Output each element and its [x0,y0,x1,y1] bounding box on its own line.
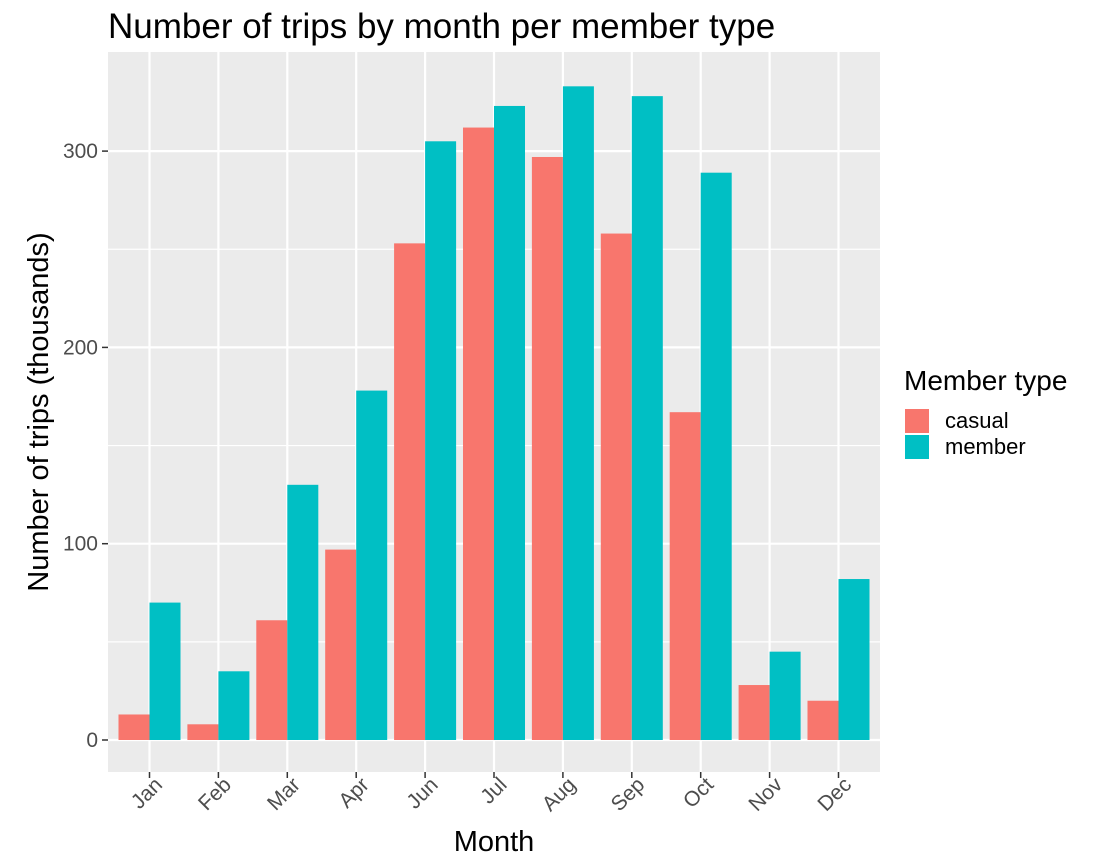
legend-label-member: member [945,434,1026,459]
y-tick-label: 100 [63,533,98,556]
bar-member-jan [149,602,181,740]
bar-member-jun [425,141,457,740]
bar-casual-oct [669,412,701,740]
x-axis-title: Month [454,826,535,858]
x-tick-label: Dec [813,773,856,816]
bar-member-oct [700,172,732,740]
x-tick-label: Feb [194,773,236,815]
bar-casual-jun [394,243,426,740]
bar-member-nov [769,651,801,740]
y-axis-title: Number of trips (thousands) [23,232,55,591]
bar-casual-feb [187,724,219,740]
x-tick-label: Nov [744,773,787,816]
bar-casual-sep [600,233,632,740]
x-tick-label: Aug [538,773,581,816]
x-tick-label: Mar [263,773,305,815]
x-tick-label: Jul [476,773,511,808]
bar-casual-jan [118,714,150,740]
y-tick-label: 300 [63,140,98,163]
bar-member-apr [356,390,388,740]
bars [118,86,870,741]
bar-member-feb [218,671,250,740]
bar-member-jul [494,105,526,741]
bar-casual-apr [325,549,357,740]
x-tick-label: Sep [607,773,650,816]
x-tick-label: Apr [334,773,373,812]
x-tick-label: Jan [127,773,167,813]
bar-casual-nov [738,685,770,740]
bar-member-dec [838,579,870,740]
x-tick-label: Oct [679,773,718,812]
legend-key-casual [905,409,929,433]
legend-label-casual: casual [945,408,1009,433]
y-tick-label: 0 [86,729,98,752]
chart-title: Number of trips by month per member type [108,7,775,46]
bar-member-sep [631,96,663,741]
x-tick-label: Jun [402,773,442,813]
bar-casual-jul [462,127,494,740]
legend-title: Member type [904,365,1067,396]
y-tick-label: 200 [63,336,98,359]
y-axis: 0 100 200 300 [63,140,108,752]
bar-casual-dec [807,700,839,740]
bar-casual-mar [256,620,288,740]
bar-member-mar [287,484,319,740]
bar-casual-aug [531,156,563,740]
legend-key-member [905,435,929,459]
x-axis: Jan Feb Mar Apr Jun Jul Aug Sep Oct Nov Dec [127,772,856,816]
bar-member-aug [562,86,594,741]
